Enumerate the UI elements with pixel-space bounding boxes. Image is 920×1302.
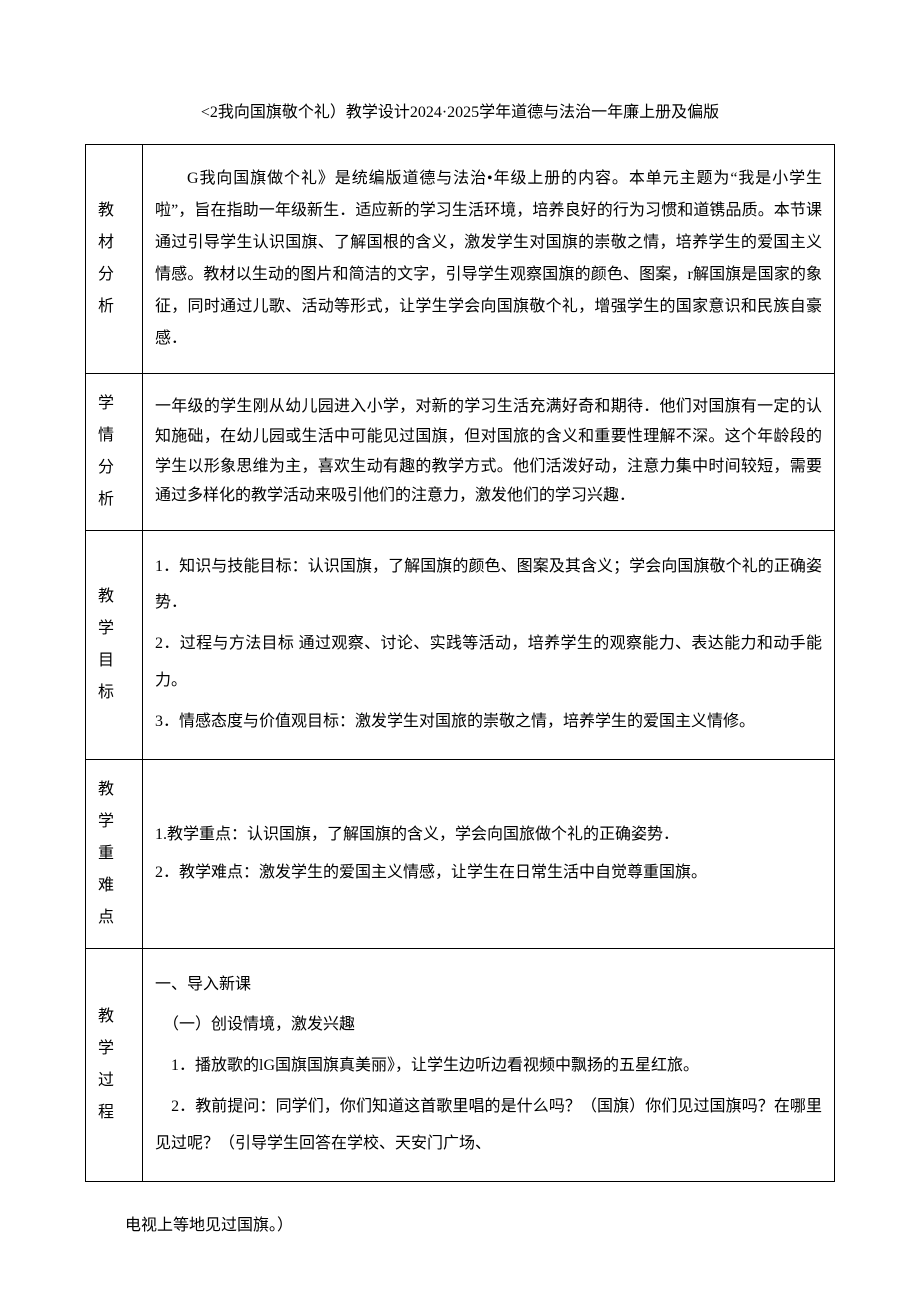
textbook-analysis-content: G我向国旗做个礼》是统编版道德与法治•年级上册的内容。本单元主题为“我是小学生啦… [143,144,835,373]
document-title: <2我向国旗敬个礼）教学设计2024·2025学年道德与法治一年廉上册及偏版 [85,100,835,126]
row-label-student-analysis: 学 情 分 析 [86,373,143,530]
teaching-goals-content: 1．知识与技能目标：认识国旗，了解国旗的颜色、图案及其含义；学会向国旗敬个礼的正… [143,530,835,759]
row-label-textbook-analysis: 教 材 分 析 [86,144,143,373]
table-row: 教 材 分 析 G我向国旗做个礼》是统编版道德与法治•年级上册的内容。本单元主题… [86,144,835,373]
overflow-text: 电视上等地见过国旗。） [85,1182,835,1242]
row-label-key-points: 教 学 重 难 点 [86,759,143,948]
table-row: 学 情 分 析 一年级的学生刚从幼儿园进入小学，对新的学习生活充满好奇和期待．他… [86,373,835,530]
table-row: 教 学 过 程 一、导入新课 （一）创设情境，激发兴趣 1．播放歌的lG国旗国旗… [86,948,835,1181]
student-analysis-content: 一年级的学生刚从幼儿园进入小学，对新的学习生活充满好奇和期待．他们对国旗有一定的… [143,373,835,530]
key-points-content: 1.教学重点：认识国旗，了解国旗的含义，学会向国旅做个礼的正确姿势． 2．教学难… [143,759,835,948]
table-row: 教 学 重 难 点 1.教学重点：认识国旗，了解国旗的含义，学会向国旅做个礼的正… [86,759,835,948]
teaching-process-content: 一、导入新课 （一）创设情境，激发兴趣 1．播放歌的lG国旗国旗真美丽》，让学生… [143,948,835,1181]
table-row: 教 学 目 标 1．知识与技能目标：认识国旗，了解国旗的颜色、图案及其含义；学会… [86,530,835,759]
row-label-teaching-goals: 教 学 目 标 [86,530,143,759]
lesson-plan-table: 教 材 分 析 G我向国旗做个礼》是统编版道德与法治•年级上册的内容。本单元主题… [85,144,835,1182]
row-label-teaching-process: 教 学 过 程 [86,948,143,1181]
